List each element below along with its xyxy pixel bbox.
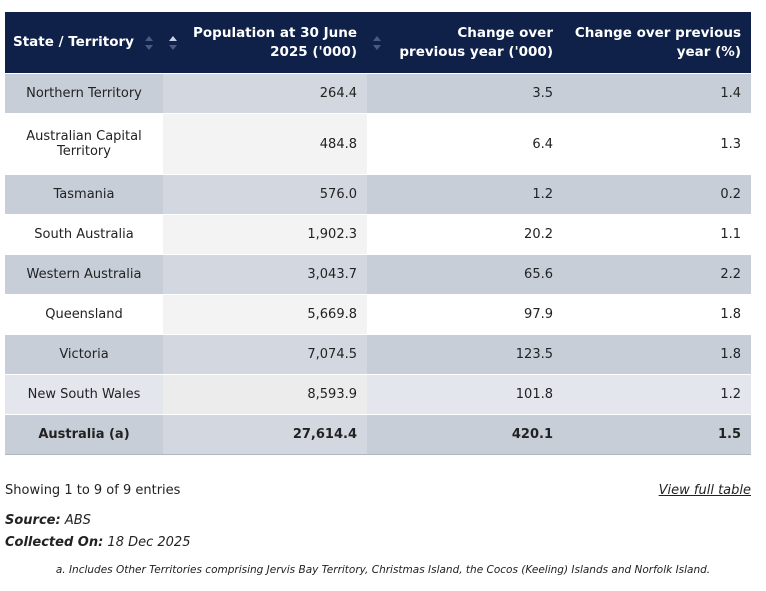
- table-body: Northern Territory 264.4 3.5 1.4 Austral…: [5, 73, 751, 455]
- column-header-population-label: Population at 30 June 2025 ('000): [193, 24, 357, 60]
- cell-state: Queensland: [5, 294, 163, 335]
- column-header-change-abs-label: Change over previous year ('000): [399, 24, 553, 60]
- cell-state: Australian Capital Territory: [5, 113, 163, 175]
- cell-change-pct: 0.2: [563, 174, 751, 215]
- population-table-container: State / Territory Population at 30 June …: [5, 12, 751, 455]
- cell-change-pct: 1.5: [563, 414, 751, 455]
- cell-state: New South Wales: [5, 374, 163, 415]
- cell-change-pct: 1.1: [563, 214, 751, 255]
- column-header-state-label: State / Territory: [13, 34, 134, 50]
- cell-change-abs: 3.5: [367, 73, 563, 114]
- column-header-change-abs[interactable]: Change over previous year ('000): [367, 12, 563, 74]
- cell-change-abs: 420.1: [367, 414, 563, 455]
- cell-population: 3,043.7: [163, 254, 367, 295]
- source-label: Source:: [5, 513, 61, 528]
- table-row: Western Australia 3,043.7 65.6 2.2: [5, 254, 751, 295]
- cell-change-pct: 1.3: [563, 113, 751, 175]
- cell-population: 484.8: [163, 113, 367, 175]
- view-full-table-link[interactable]: View full table: [658, 483, 751, 498]
- table-row: Victoria 7,074.5 123.5 1.8: [5, 334, 751, 375]
- cell-state: Victoria: [5, 334, 163, 375]
- cell-change-abs: 101.8: [367, 374, 563, 415]
- cell-state: Australia (a): [5, 414, 163, 455]
- cell-change-abs: 1.2: [367, 174, 563, 215]
- table-header: State / Territory Population at 30 June …: [5, 12, 751, 74]
- table-row: South Australia 1,902.3 20.2 1.1: [5, 214, 751, 255]
- cell-population: 8,593.9: [163, 374, 367, 415]
- cell-state: South Australia: [5, 214, 163, 255]
- source-line: Source: ABS: [5, 513, 91, 528]
- column-header-population[interactable]: Population at 30 June 2025 ('000): [163, 12, 367, 74]
- footnote: a. Includes Other Territories comprising…: [55, 564, 711, 576]
- table-row: Tasmania 576.0 1.2 0.2: [5, 174, 751, 215]
- cell-change-abs: 123.5: [367, 334, 563, 375]
- cell-population: 7,074.5: [163, 334, 367, 375]
- cell-change-abs: 6.4: [367, 113, 563, 175]
- column-header-state[interactable]: State / Territory: [5, 12, 163, 74]
- cell-population: 27,614.4: [163, 414, 367, 455]
- table-row: Queensland 5,669.8 97.9 1.8: [5, 294, 751, 335]
- sort-arrows-icon: [373, 35, 381, 51]
- cell-population: 264.4: [163, 73, 367, 114]
- collected-line: Collected On: 18 Dec 2025: [5, 535, 190, 550]
- cell-population: 5,669.8: [163, 294, 367, 335]
- collected-label: Collected On:: [5, 535, 104, 550]
- sort-ascending-icon: [169, 35, 177, 51]
- column-header-change-pct[interactable]: Change over previous year (%): [563, 12, 751, 74]
- cell-change-pct: 1.8: [563, 334, 751, 375]
- cell-state: Tasmania: [5, 174, 163, 215]
- table-row: Australian Capital Territory 484.8 6.4 1…: [5, 113, 751, 175]
- cell-population: 1,902.3: [163, 214, 367, 255]
- cell-state: Western Australia: [5, 254, 163, 295]
- sort-arrows-icon: [145, 35, 153, 51]
- source-value: ABS: [64, 513, 91, 528]
- collected-value: 18 Dec 2025: [107, 535, 191, 550]
- table-row: New South Wales 8,593.9 101.8 1.2: [5, 374, 751, 415]
- cell-state: Northern Territory: [5, 73, 163, 114]
- entries-info: Showing 1 to 9 of 9 entries: [5, 483, 181, 498]
- cell-population: 576.0: [163, 174, 367, 215]
- cell-change-abs: 20.2: [367, 214, 563, 255]
- cell-change-pct: 1.8: [563, 294, 751, 335]
- cell-change-pct: 1.2: [563, 374, 751, 415]
- cell-change-abs: 97.9: [367, 294, 563, 335]
- population-table: State / Territory Population at 30 June …: [5, 12, 751, 455]
- cell-change-pct: 1.4: [563, 73, 751, 114]
- table-row: Northern Territory 264.4 3.5 1.4: [5, 73, 751, 114]
- column-header-change-pct-label: Change over previous year (%): [574, 24, 741, 60]
- cell-change-pct: 2.2: [563, 254, 751, 295]
- cell-change-abs: 65.6: [367, 254, 563, 295]
- table-total-row: Australia (a) 27,614.4 420.1 1.5: [5, 414, 751, 455]
